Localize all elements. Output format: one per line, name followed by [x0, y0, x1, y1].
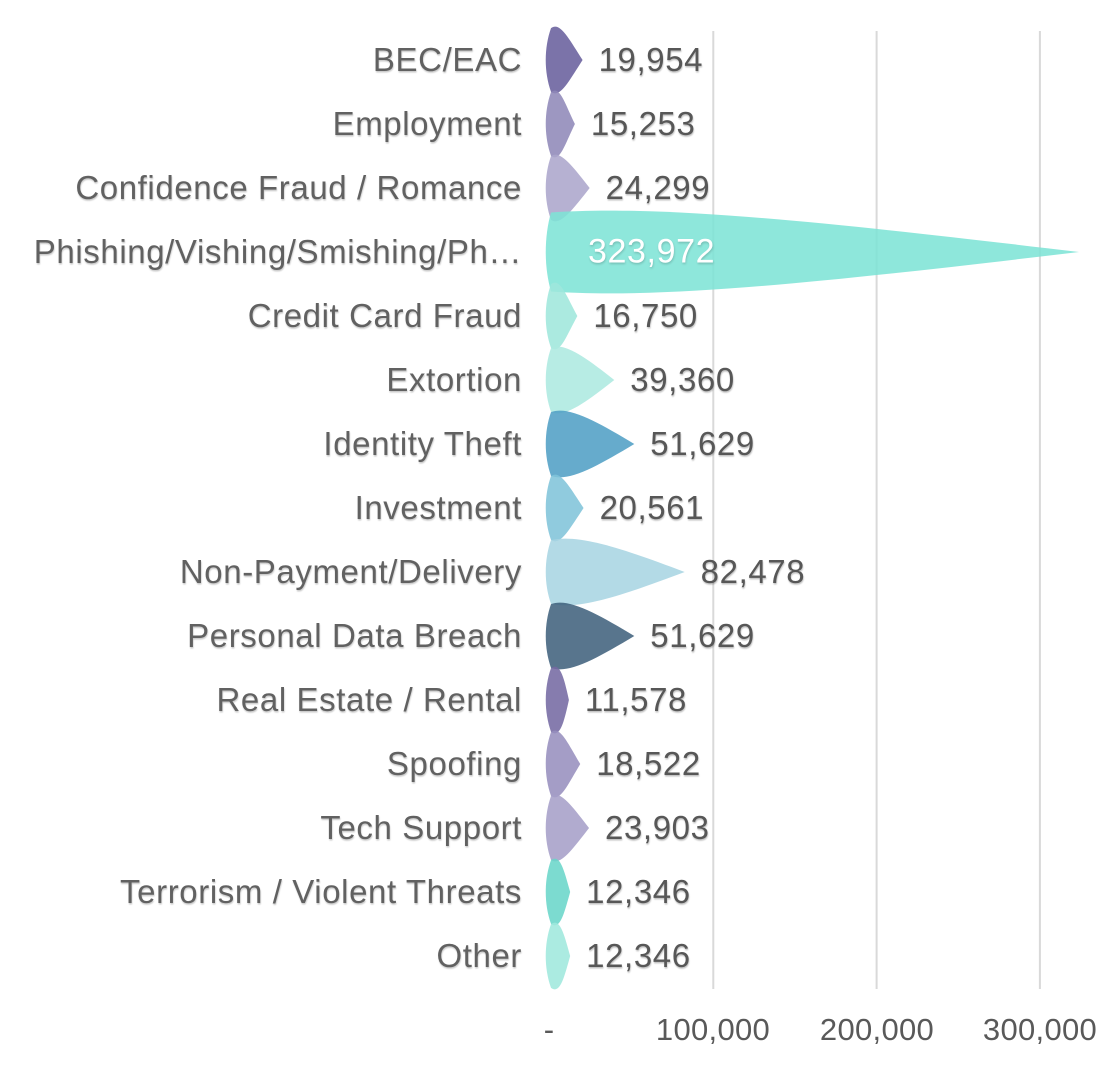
category-label: Real Estate / Rental	[216, 681, 522, 718]
blob-terrorism-violent-threats	[545, 858, 571, 926]
category-label: Employment	[332, 105, 522, 142]
category-label: Phishing/Vishing/Smishing/Ph…	[33, 233, 522, 270]
blob-personal-data-breach	[545, 602, 635, 670]
blob-investment	[545, 474, 584, 542]
value-label: 39,360	[630, 361, 735, 398]
value-label: 23,903	[605, 809, 710, 846]
category-label: Tech Support	[320, 809, 522, 846]
value-label: 16,750	[593, 297, 698, 334]
category-label: Identity Theft	[323, 425, 522, 462]
blob-tech-support	[545, 794, 590, 862]
value-label: 15,253	[590, 105, 696, 142]
value-label: 24,299	[605, 169, 711, 206]
x-tick-200000: 200,000	[819, 1012, 935, 1047]
category-label: Extortion	[386, 361, 522, 398]
category-label: Spoofing	[386, 745, 522, 782]
value-label: 323,972	[588, 232, 716, 271]
value-label: 11,578	[584, 681, 687, 718]
category-label: Non-Payment/Delivery	[179, 553, 522, 590]
x-tick-300000: 300,000	[982, 1012, 1098, 1047]
blob-phishing-vishing-smishing-ph	[545, 210, 1080, 294]
value-label: 51,629	[650, 617, 755, 654]
blob-non-payment-delivery	[545, 538, 685, 606]
x-tick-zero: -	[543, 1012, 555, 1047]
blob-credit-card-fraud	[545, 282, 578, 350]
blob-confidence-fraud-romance	[545, 154, 590, 222]
blob-employment	[545, 90, 575, 158]
category-label: Confidence Fraud / Romance	[75, 169, 522, 206]
blob-real-estate-rental	[545, 666, 569, 734]
category-label: BEC/EAC	[372, 41, 522, 78]
value-label: 20,561	[599, 489, 705, 526]
value-label: 19,954	[598, 41, 704, 78]
value-label: 12,346	[586, 937, 691, 974]
category-label: Other	[436, 937, 522, 974]
blob-bec-eac	[545, 26, 583, 94]
category-label: Credit Card Fraud	[247, 297, 522, 334]
value-label: 51,629	[650, 425, 755, 462]
value-label: 12,346	[586, 873, 691, 910]
value-label: 18,522	[596, 745, 701, 782]
x-tick-100000: 100,000	[655, 1012, 771, 1047]
category-label: Investment	[354, 489, 522, 526]
value-label: 82,478	[700, 553, 806, 590]
blob-identity-theft	[545, 410, 635, 478]
blob-spoofing	[545, 730, 581, 798]
category-label: Terrorism / Violent Threats	[120, 873, 522, 910]
blob-extortion	[545, 346, 615, 414]
blob-other	[545, 922, 571, 990]
category-label: Personal Data Breach	[187, 617, 522, 654]
